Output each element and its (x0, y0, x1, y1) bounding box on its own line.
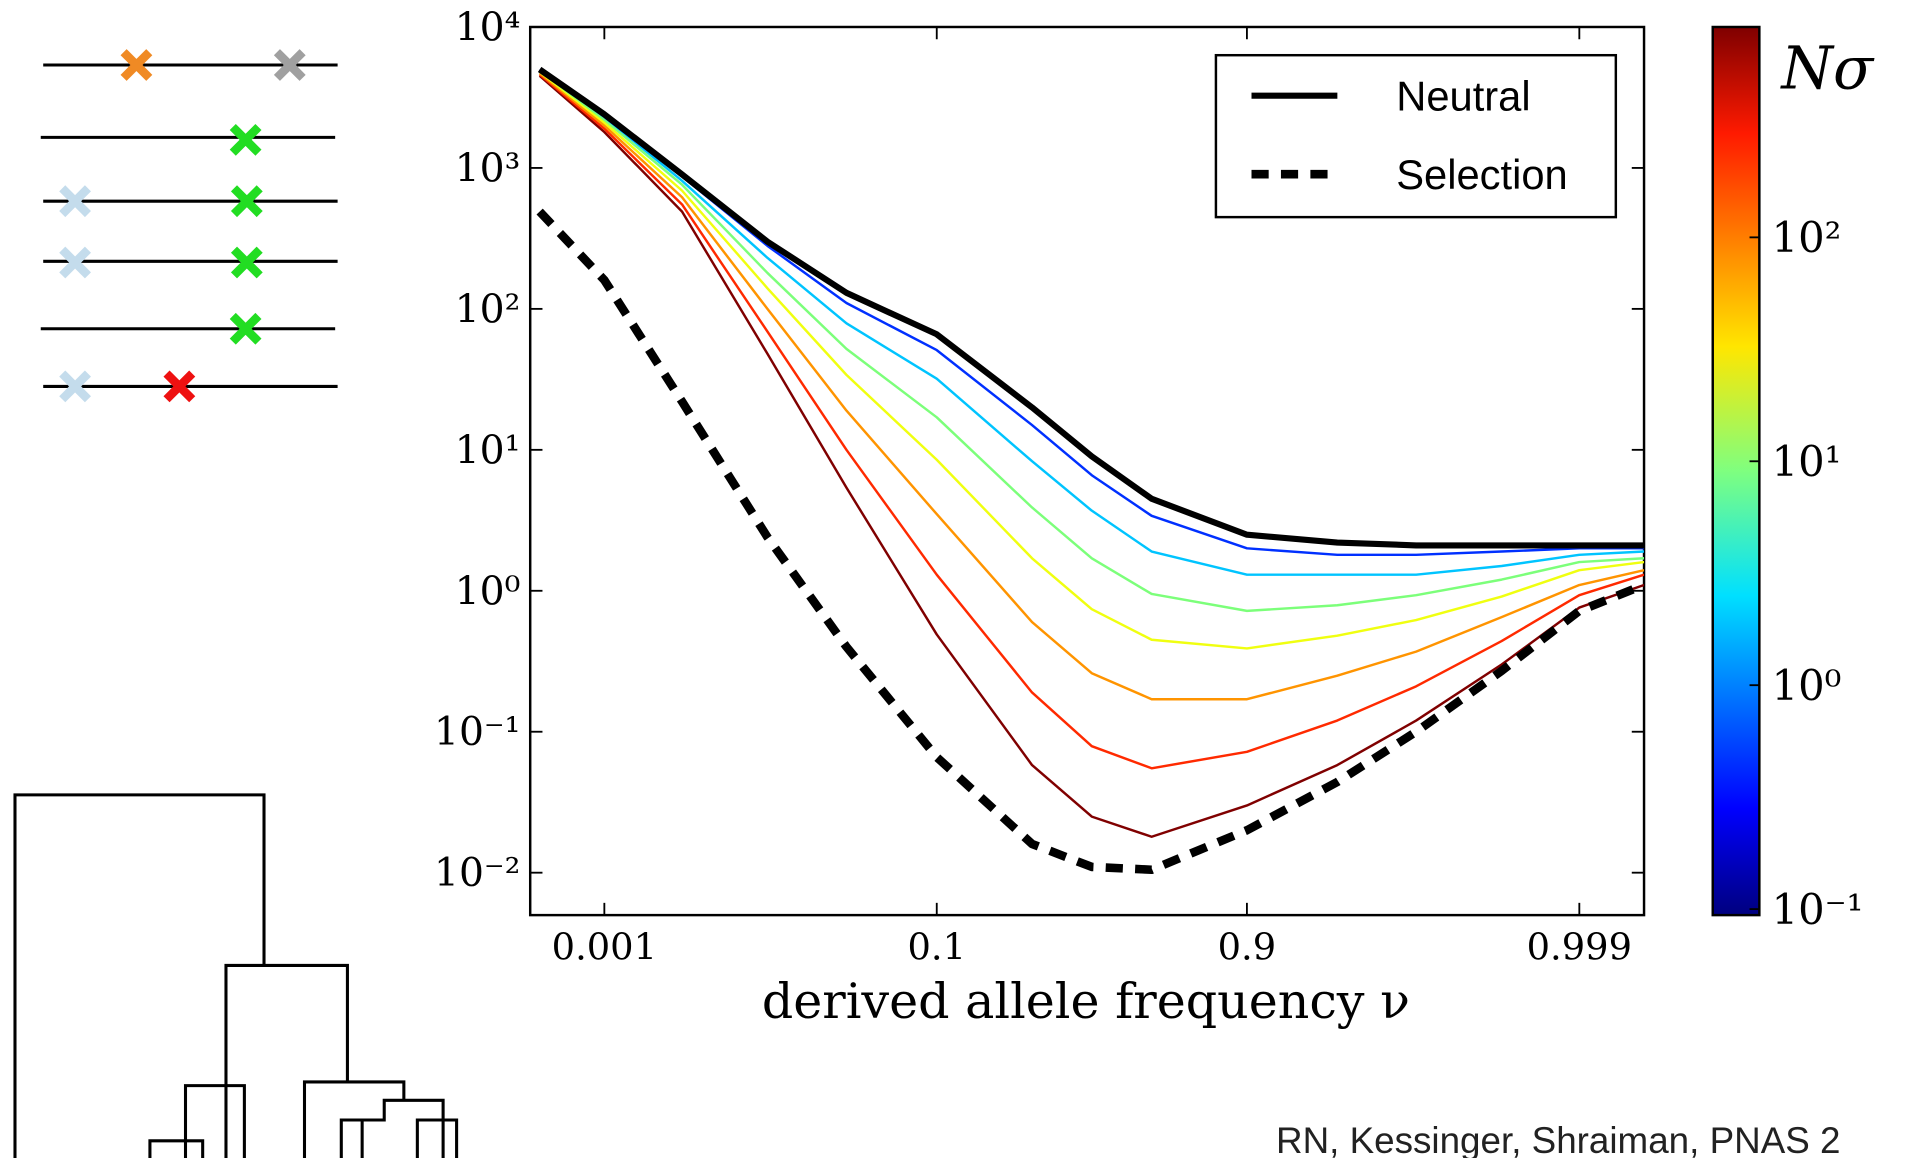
y-tick-label: 10⁰ (455, 569, 521, 614)
x-tick-label: 0.9 (1218, 925, 1277, 968)
colorbar-tick-label: 10⁻¹ (1772, 885, 1864, 934)
series-line (536, 208, 1645, 875)
genealogy-tree (13, 793, 459, 1158)
legend-box (1214, 53, 1618, 219)
y-tick-label: 10⁴ (455, 5, 521, 50)
simulation-line (538, 73, 1645, 770)
colorbar (1711, 25, 1761, 917)
x-tick-label: 0.999 (1527, 925, 1632, 968)
genome-schematic (40, 63, 338, 388)
colorbar-tick-label: 10¹ (1772, 437, 1842, 486)
colorbar-tick-label: 10⁰ (1772, 661, 1842, 710)
plot-frame (528, 25, 1646, 917)
simulation-line (538, 69, 1645, 613)
y-tick-label: 10² (455, 287, 521, 332)
mutation-marks (59, 49, 306, 403)
x-tick-label: 0.1 (907, 925, 966, 968)
colorbar-label: Nσ (1779, 33, 1875, 102)
x-axis-label: derived allele frequency ν (762, 972, 1410, 1030)
credit: RN, Kessinger, Shraiman, PNAS 2 (1276, 1120, 1840, 1158)
y-tick-label: 10⁻² (434, 851, 520, 896)
y-tick-label: 10³ (455, 146, 521, 191)
simulation-line (538, 70, 1645, 650)
colorbar-tick-label: 10² (1772, 213, 1842, 262)
simulation-line (538, 72, 1645, 701)
series-line (537, 66, 1645, 549)
simulation-line (538, 69, 1645, 576)
legend-label: Selection (1396, 151, 1568, 198)
y-tick-label: 10⁻¹ (434, 710, 520, 755)
legend-label: Neutral (1396, 72, 1530, 119)
simulation-line (538, 74, 1645, 838)
x-tick-label: 0.001 (552, 925, 657, 968)
y-tick-label: 10¹ (455, 428, 521, 473)
